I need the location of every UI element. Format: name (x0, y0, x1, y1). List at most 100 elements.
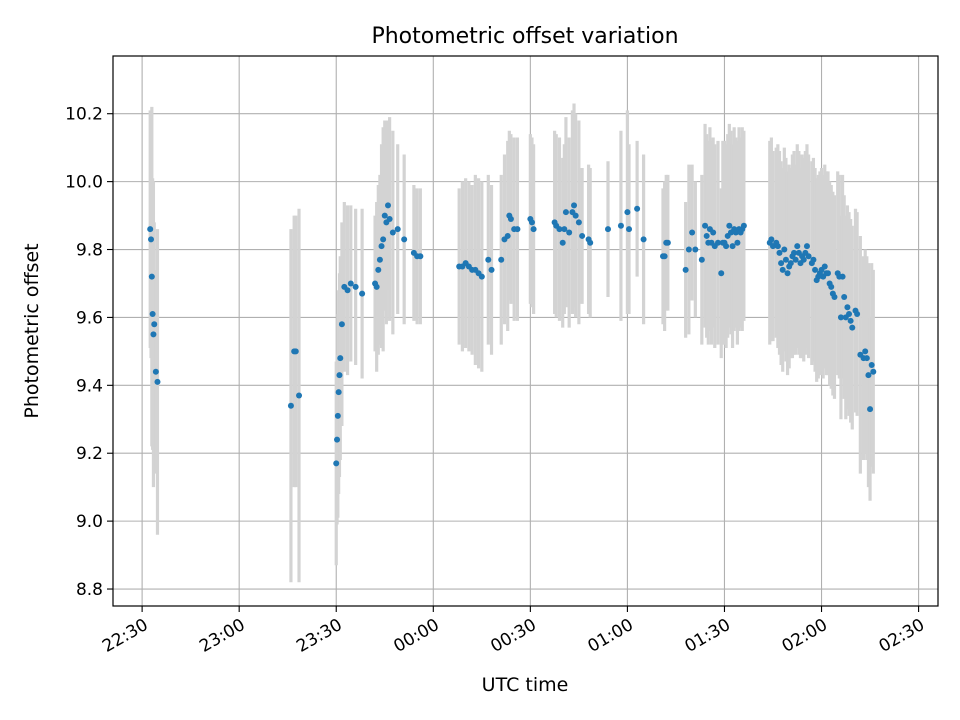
data-point (841, 294, 848, 301)
data-point (729, 243, 736, 250)
data-point (825, 270, 831, 277)
data-point (792, 256, 799, 263)
data-point (828, 283, 835, 290)
data-point (837, 314, 844, 321)
data-point (334, 412, 341, 419)
data-point (640, 236, 647, 243)
data-point (337, 355, 344, 362)
data-point (805, 253, 812, 260)
data-point (831, 294, 838, 301)
data-point (682, 266, 689, 273)
data-point (870, 368, 877, 375)
data-point (150, 331, 157, 338)
data-point (768, 236, 775, 243)
data-point (778, 260, 785, 267)
data-point (723, 243, 730, 250)
data-point (740, 222, 747, 229)
y-tick-label: 9.4 (76, 376, 103, 396)
data-point (359, 290, 366, 297)
data-point (514, 226, 521, 233)
data-point (718, 270, 725, 277)
data-point (661, 253, 668, 260)
data-point (587, 239, 594, 246)
data-point (152, 368, 159, 375)
data-point (862, 348, 869, 355)
data-point (149, 311, 156, 318)
data-point (488, 266, 495, 273)
data-point (624, 209, 631, 216)
data-point (685, 246, 692, 253)
data-point (287, 402, 294, 409)
data-point (528, 219, 535, 226)
data-point (791, 249, 798, 256)
x-tick-label: 23:00 (196, 615, 248, 657)
x-tick-label: 00:30 (487, 615, 539, 657)
data-point (839, 273, 846, 280)
data-point (868, 361, 875, 368)
data-point (784, 270, 791, 277)
data-point (812, 266, 819, 273)
data-point (703, 232, 710, 239)
error-bars (148, 103, 875, 583)
y-tick-label: 9.8 (76, 241, 103, 261)
data-point (562, 209, 569, 216)
data-point (575, 219, 582, 226)
data-point (689, 229, 696, 236)
x-axis-ticks: 22:30 23:00 23:30 00:00 00:30 01:00 01:30 02:00… (99, 606, 928, 657)
data-point (844, 304, 851, 311)
data-point (559, 239, 566, 246)
data-point (386, 215, 393, 222)
data-point (617, 222, 624, 229)
data-point (715, 239, 721, 246)
x-tick-label: 00:00 (390, 615, 442, 657)
data-point (292, 348, 299, 355)
data-point (147, 226, 154, 233)
data-point (381, 212, 388, 219)
plot-frame (112, 55, 939, 607)
data-point (333, 460, 340, 467)
x-tick-label: 02:00 (779, 615, 831, 657)
data-point (401, 236, 408, 243)
data-point (478, 273, 485, 280)
data-point (151, 321, 158, 328)
data-point (863, 355, 870, 362)
data-point (334, 436, 341, 443)
data-point (344, 287, 351, 294)
data-point (154, 378, 161, 385)
data-point (865, 372, 872, 379)
y-tick-label: 9.6 (76, 308, 103, 328)
data-point (498, 256, 505, 263)
y-tick-label: 10.0 (65, 173, 103, 193)
data-point (734, 239, 741, 246)
x-tick-label: 22:30 (99, 615, 151, 657)
x-tick-label: 02:30 (876, 615, 928, 657)
data-point (698, 256, 705, 263)
data-point (572, 212, 579, 219)
data-point (634, 205, 641, 212)
data-point (787, 260, 794, 267)
data-point (378, 243, 385, 250)
data-point (779, 266, 786, 273)
y-tick-label: 10.2 (65, 105, 103, 125)
data-point (774, 243, 781, 250)
data-point (352, 283, 359, 290)
data-point (664, 239, 671, 246)
data-point (605, 226, 611, 233)
x-tick-label: 23:30 (293, 615, 345, 657)
data-point (781, 246, 788, 253)
data-point (626, 226, 633, 233)
data-point (347, 280, 354, 287)
data-point (148, 236, 155, 243)
data-point (702, 222, 709, 229)
data-point (485, 256, 492, 263)
y-tick-label: 9.2 (76, 444, 103, 464)
data-point (821, 263, 828, 270)
x-tick-label: 01:30 (682, 615, 734, 657)
data-points (147, 202, 877, 467)
data-point (571, 202, 578, 209)
data-point (810, 256, 817, 263)
data-point (867, 406, 874, 413)
data-point (148, 273, 155, 280)
data-point (849, 324, 856, 331)
chart-title: Photometric offset variation (371, 24, 678, 49)
